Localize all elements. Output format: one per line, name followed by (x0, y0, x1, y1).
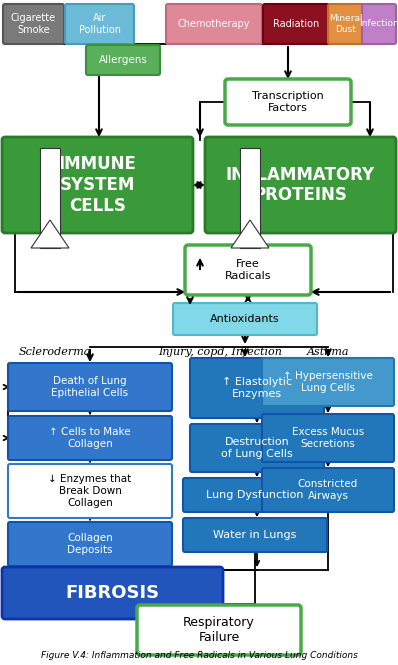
FancyBboxPatch shape (166, 4, 262, 44)
Text: FIBROSIS: FIBROSIS (65, 584, 160, 602)
FancyBboxPatch shape (328, 4, 364, 44)
FancyBboxPatch shape (190, 424, 324, 472)
Text: Lung Dysfunction: Lung Dysfunction (206, 490, 304, 500)
FancyBboxPatch shape (190, 358, 324, 418)
FancyBboxPatch shape (173, 303, 317, 335)
Polygon shape (31, 220, 69, 248)
Bar (240, 148, 260, 248)
Text: Excess Mucus
Secretions: Excess Mucus Secretions (292, 427, 364, 449)
Text: Constricted
Airways: Constricted Airways (298, 479, 358, 501)
FancyBboxPatch shape (8, 464, 172, 518)
FancyBboxPatch shape (86, 45, 160, 75)
Text: Figure V.4: Inflammation and Free Radicals in Various Lung Conditions: Figure V.4: Inflammation and Free Radica… (41, 650, 357, 660)
FancyBboxPatch shape (183, 478, 327, 512)
Text: INFLAMMATORY
PROTEINS: INFLAMMATORY PROTEINS (226, 166, 375, 204)
Text: Radiation: Radiation (273, 19, 319, 29)
FancyBboxPatch shape (225, 79, 351, 125)
Text: Free
Radicals: Free Radicals (225, 259, 271, 281)
FancyBboxPatch shape (185, 245, 311, 295)
Text: ↑ Elastolytic
Enzymes: ↑ Elastolytic Enzymes (222, 377, 292, 399)
FancyBboxPatch shape (2, 567, 223, 619)
Text: Infection: Infection (359, 19, 398, 29)
FancyBboxPatch shape (3, 4, 64, 44)
FancyBboxPatch shape (262, 414, 394, 462)
Text: Air
Pollution: Air Pollution (78, 13, 121, 35)
Text: Death of Lung
Epithelial Cells: Death of Lung Epithelial Cells (51, 376, 129, 398)
Text: Allergens: Allergens (99, 55, 147, 65)
Text: Antioxidants: Antioxidants (210, 314, 280, 324)
Text: Transcription
Factors: Transcription Factors (252, 91, 324, 113)
Text: ↑ Hypersensitive
Lung Cells: ↑ Hypersensitive Lung Cells (283, 371, 373, 393)
FancyBboxPatch shape (8, 416, 172, 460)
FancyBboxPatch shape (262, 358, 394, 406)
Text: Injury, copd, Infection: Injury, copd, Infection (158, 347, 282, 357)
FancyBboxPatch shape (183, 518, 327, 552)
Text: Collagen
Deposits: Collagen Deposits (67, 533, 113, 555)
FancyBboxPatch shape (2, 137, 193, 233)
FancyBboxPatch shape (263, 4, 329, 44)
FancyBboxPatch shape (8, 522, 172, 566)
Text: Mineral
Dust: Mineral Dust (329, 15, 363, 34)
FancyBboxPatch shape (205, 137, 396, 233)
Text: Cigarette
Smoke: Cigarette Smoke (11, 13, 56, 35)
Text: Respiratory
Failure: Respiratory Failure (183, 616, 255, 644)
Text: Asthma: Asthma (307, 347, 349, 357)
Polygon shape (231, 220, 269, 248)
Text: Scleroderma: Scleroderma (19, 347, 91, 357)
FancyBboxPatch shape (262, 468, 394, 512)
Text: Destruction
of Lung Cells: Destruction of Lung Cells (221, 437, 293, 459)
FancyBboxPatch shape (65, 4, 134, 44)
Text: Chemotherapy: Chemotherapy (178, 19, 250, 29)
Text: Water in Lungs: Water in Lungs (213, 530, 297, 540)
Text: IMMUNE
SYSTEM
CELLS: IMMUNE SYSTEM CELLS (59, 155, 137, 215)
FancyBboxPatch shape (137, 605, 301, 655)
Bar (40, 148, 60, 248)
Text: ↑ Cells to Make
Collagen: ↑ Cells to Make Collagen (49, 427, 131, 449)
FancyBboxPatch shape (8, 363, 172, 411)
FancyBboxPatch shape (362, 4, 396, 44)
Text: ↓ Enzymes that
Break Down
Collagen: ↓ Enzymes that Break Down Collagen (49, 474, 132, 507)
